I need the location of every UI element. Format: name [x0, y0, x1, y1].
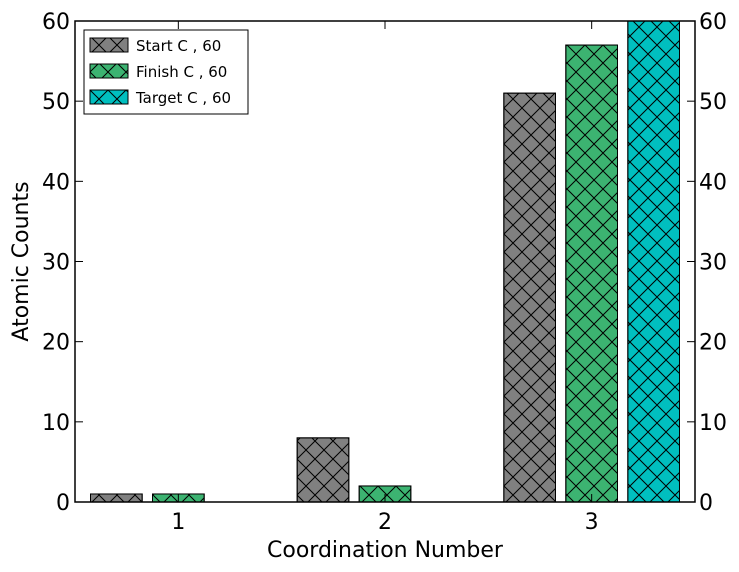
left-y-tick-label-60: 60: [42, 10, 70, 35]
right-y-tick-label-60: 60: [699, 10, 727, 35]
y-axis-label: Atomic Counts: [9, 181, 34, 341]
x-tick-label-1: 1: [171, 510, 185, 535]
legend-swatch-hatch-3: [89, 89, 129, 105]
left-y-tick-label-20: 20: [42, 331, 70, 356]
legend-label-2: Finish C , 60: [136, 63, 227, 81]
bar-hatch-2-cat-3: [565, 44, 618, 503]
x-tick-label-3: 3: [585, 510, 599, 535]
left-y-tick-label-50: 50: [42, 90, 70, 115]
legend-swatch-hatch-1: [89, 37, 129, 53]
left-y-tick-label-40: 40: [42, 170, 70, 195]
right-y-tick-label-50: 50: [699, 90, 727, 115]
legend-swatch-hatch-2: [89, 63, 129, 79]
left-y-tick-label-30: 30: [42, 251, 70, 276]
bar-hatch-1-cat-3: [503, 92, 557, 503]
legend: Start C , 60 Finish C , 60 Target C , 60: [83, 29, 249, 115]
bars-group: [90, 20, 680, 503]
bar-hatch-3-cat-3: [627, 20, 680, 503]
legend-label-3: Target C , 60: [135, 89, 231, 107]
ticks-group: 0 0 10 10 20 20 30 30 40 40 50 50 60 60 1 2 3: [42, 10, 727, 535]
bar-hatch-1-cat-2: [296, 437, 350, 503]
right-y-tick-label-30: 30: [699, 251, 727, 276]
x-axis-label: Coordination Number: [267, 538, 504, 563]
left-y-tick-label-10: 10: [42, 411, 70, 436]
left-y-tick-label-0: 0: [56, 491, 70, 516]
x-tick-label-2: 2: [378, 510, 392, 535]
right-y-tick-label-10: 10: [699, 411, 727, 436]
right-y-tick-label-0: 0: [699, 491, 713, 516]
right-y-tick-label-40: 40: [699, 170, 727, 195]
legend-label-1: Start C , 60: [136, 37, 221, 55]
bar-hatch-1-cat-1: [90, 493, 143, 503]
right-y-tick-label-20: 20: [699, 331, 727, 356]
